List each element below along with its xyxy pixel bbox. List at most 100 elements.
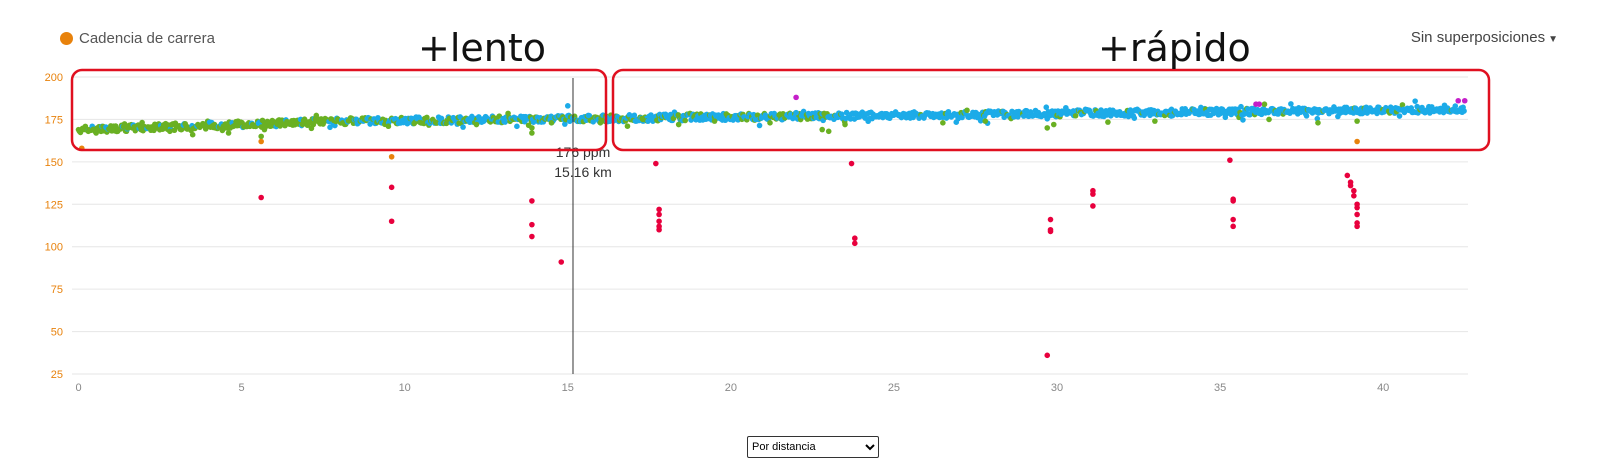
x-tick-label: 10 xyxy=(399,382,411,394)
data-point-red xyxy=(1230,216,1236,223)
band-point xyxy=(460,124,466,130)
data-point-red xyxy=(1230,223,1236,230)
data-point-green xyxy=(385,123,392,130)
band-point xyxy=(313,112,320,119)
band-point xyxy=(1408,105,1415,111)
band-point xyxy=(438,115,445,122)
data-point-green xyxy=(940,120,946,126)
data-point-purple xyxy=(1455,97,1462,104)
data-point-green xyxy=(261,126,268,133)
band-point xyxy=(1314,115,1321,122)
data-point-green xyxy=(819,126,825,133)
data-point-blue xyxy=(662,111,669,118)
x-tick-label: 15 xyxy=(562,382,574,394)
data-point-red xyxy=(656,206,662,213)
fast-region-box xyxy=(611,68,1491,152)
data-point-blue xyxy=(1227,106,1233,113)
band-point xyxy=(1452,103,1459,109)
data-point-red xyxy=(1090,191,1096,197)
mode-select-wrapper: Por distancia xyxy=(747,436,879,458)
data-point-green xyxy=(189,131,196,138)
x-tick-label: 40 xyxy=(1377,382,1389,394)
mode-select[interactable]: Por distancia xyxy=(747,436,879,458)
y-tick-label: 200 xyxy=(45,72,63,84)
band-point xyxy=(514,123,520,130)
data-point-green xyxy=(418,120,424,126)
data-point-orange xyxy=(1354,138,1360,145)
data-point-green xyxy=(1044,125,1051,131)
data-point-red xyxy=(1354,204,1360,211)
data-point-red xyxy=(1044,352,1051,359)
x-tick-label: 35 xyxy=(1214,382,1226,394)
band-point xyxy=(964,107,970,114)
data-point-red xyxy=(1047,216,1054,223)
band-point xyxy=(682,117,688,124)
data-point-blue xyxy=(1396,113,1403,119)
data-point-red xyxy=(529,233,535,240)
band-point xyxy=(1288,101,1294,107)
data-point-green xyxy=(1315,120,1321,126)
data-point-red xyxy=(653,160,659,167)
data-point-green xyxy=(767,120,773,126)
y-tick-label: 150 xyxy=(45,157,63,169)
data-point-red xyxy=(529,198,535,204)
data-point-green xyxy=(85,128,92,135)
data-point-green xyxy=(1266,116,1272,123)
data-point-green xyxy=(1354,118,1360,124)
data-point-green xyxy=(1050,121,1057,128)
tooltip-value: 176 ppm xyxy=(556,144,610,160)
data-point-red xyxy=(852,235,858,242)
tooltip-distance: 15.16 km xyxy=(554,164,612,180)
band-point xyxy=(1131,115,1138,121)
overlay-dropdown-label: Sin superposiciones xyxy=(1410,29,1546,46)
data-point-green xyxy=(1152,118,1158,124)
band-point xyxy=(1072,112,1079,119)
x-tick-label: 0 xyxy=(75,382,81,394)
y-tick-label: 75 xyxy=(51,284,63,296)
data-point-purple xyxy=(793,94,799,101)
band-point xyxy=(1399,102,1406,108)
band-point xyxy=(1238,103,1244,110)
cadence-chart[interactable]: 200 175 150 125 100 75 50 25 0 5 10 15 20 25 30 35 40 1… xyxy=(0,0,1600,420)
data-point-red xyxy=(388,184,395,191)
slow-region-box xyxy=(70,68,608,152)
data-point-red xyxy=(1351,193,1357,199)
data-point-purple xyxy=(1461,97,1468,104)
data-point-red xyxy=(388,218,395,225)
band-point xyxy=(843,109,850,116)
data-point-red xyxy=(1047,228,1054,235)
data-point-orange xyxy=(258,138,264,145)
x-tick-label: 25 xyxy=(888,382,900,394)
data-point-blue xyxy=(1168,113,1174,119)
data-point-red xyxy=(558,259,565,265)
band-point xyxy=(756,122,763,129)
annotation-slow: +lento xyxy=(418,26,546,70)
band-point xyxy=(121,121,128,127)
data-point-green xyxy=(529,125,535,131)
data-point-green xyxy=(225,130,232,136)
data-point-green xyxy=(258,133,264,140)
band-point xyxy=(502,119,508,125)
data-point-red xyxy=(529,221,535,228)
data-point-green xyxy=(167,128,173,135)
band-point xyxy=(1303,113,1310,119)
data-point-green xyxy=(124,125,131,131)
data-point-red xyxy=(656,211,662,218)
y-tick-label: 125 xyxy=(45,199,63,211)
x-tick-label: 20 xyxy=(725,382,737,394)
annotation-fast: +rápido xyxy=(1098,26,1251,70)
data-point-blue xyxy=(1276,109,1282,116)
data-point-green xyxy=(548,120,555,126)
legend[interactable]: Cadencia de carrera xyxy=(60,30,215,47)
data-point-green xyxy=(639,116,646,123)
data-point-green xyxy=(711,118,718,124)
overlay-dropdown[interactable]: Sin superposiciones ▼ xyxy=(1411,29,1558,46)
band-point xyxy=(1261,101,1268,108)
y-tick-label: 50 xyxy=(51,327,63,339)
band-point xyxy=(586,112,593,119)
x-tick-label: 5 xyxy=(239,382,245,394)
y-tick-label: 25 xyxy=(51,369,63,381)
data-point-green xyxy=(473,121,480,128)
band-point xyxy=(631,112,638,119)
band-point xyxy=(327,124,333,131)
